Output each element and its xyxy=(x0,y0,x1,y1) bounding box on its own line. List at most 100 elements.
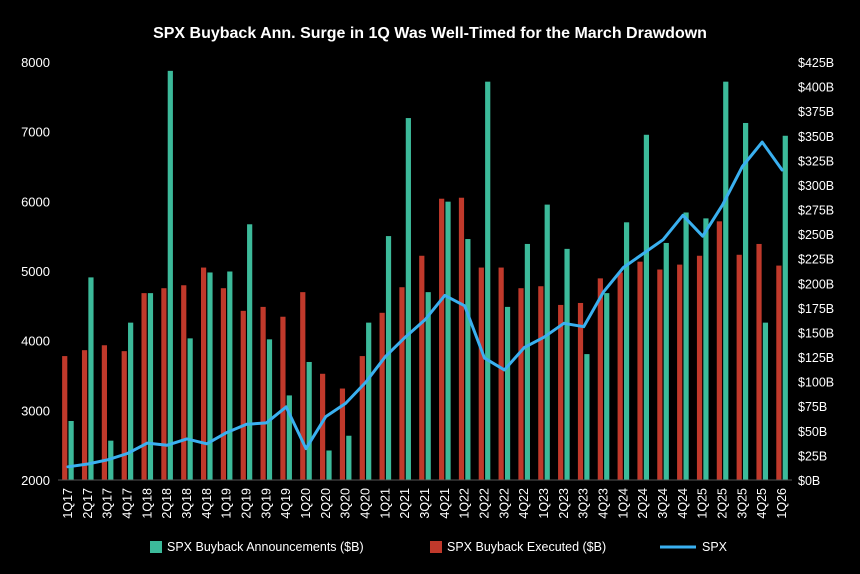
y-right-tick-label: $275B xyxy=(798,204,834,218)
y-right-tick-label: $25B xyxy=(798,449,827,463)
x-tick-label: 4Q23 xyxy=(597,488,611,519)
bar-executed xyxy=(62,356,67,480)
bar-announcements xyxy=(307,362,312,480)
y-right-tick-label: $250B xyxy=(798,228,834,242)
x-tick-label: 4Q19 xyxy=(279,488,293,519)
bar-executed xyxy=(578,303,583,480)
bar-announcements xyxy=(247,224,252,480)
y-left-tick-label: 7000 xyxy=(21,125,50,140)
bar-executed xyxy=(618,272,623,480)
x-tick-label: 2Q17 xyxy=(81,488,95,519)
legend-label-announcements: SPX Buyback Announcements ($B) xyxy=(167,540,364,554)
legend-swatch-executed xyxy=(430,541,442,553)
bar-executed xyxy=(697,256,702,480)
y-left-tick-label: 3000 xyxy=(21,403,50,418)
y-right-tick-label: $350B xyxy=(798,130,834,144)
bar-executed xyxy=(300,292,305,480)
bar-executed xyxy=(241,311,246,480)
bar-executed xyxy=(260,307,265,480)
x-tick-label: 1Q26 xyxy=(775,488,789,519)
bar-announcements xyxy=(326,450,331,480)
bar-executed xyxy=(161,288,166,480)
y-right-tick-label: $375B xyxy=(798,105,834,119)
y-right-tick-label: $400B xyxy=(798,81,834,95)
legend-swatch-announcements xyxy=(150,541,162,553)
x-tick-label: 1Q19 xyxy=(220,488,234,519)
bar-announcements xyxy=(525,244,530,480)
y-right-tick-label: $100B xyxy=(798,376,834,390)
bar-announcements xyxy=(465,239,470,480)
bar-announcements xyxy=(723,82,728,480)
x-tick-label: 3Q22 xyxy=(497,488,511,519)
bar-announcements xyxy=(207,272,212,480)
bar-executed xyxy=(399,287,404,480)
bar-announcements xyxy=(148,293,153,480)
bar-executed xyxy=(558,305,563,480)
x-tick-label: 1Q25 xyxy=(696,488,710,519)
bar-executed xyxy=(201,268,206,480)
bar-executed xyxy=(499,268,504,480)
bar-announcements xyxy=(485,82,490,480)
bar-executed xyxy=(82,350,87,480)
bar-executed xyxy=(657,270,662,480)
bar-announcements xyxy=(644,135,649,480)
y-right-tick-label: $325B xyxy=(798,154,834,168)
x-tick-label: 1Q23 xyxy=(537,488,551,519)
y-right-tick-label: $75B xyxy=(798,400,827,414)
bar-announcements xyxy=(545,205,550,480)
bar-announcements xyxy=(445,202,450,480)
bar-announcements xyxy=(743,123,748,480)
chart-title: SPX Buyback Ann. Surge in 1Q Was Well-Ti… xyxy=(153,25,707,42)
bar-executed xyxy=(181,285,186,480)
bar-executed xyxy=(280,317,285,480)
x-tick-label: 4Q24 xyxy=(676,488,690,519)
x-tick-label: 2Q21 xyxy=(398,488,412,519)
bar-executed xyxy=(737,255,742,480)
bar-executed xyxy=(479,268,484,480)
legend-label-executed: SPX Buyback Executed ($B) xyxy=(447,540,606,554)
bar-announcements xyxy=(604,293,609,480)
bar-announcements xyxy=(664,243,669,480)
x-tick-label: 3Q20 xyxy=(339,488,353,519)
bar-executed xyxy=(538,286,543,480)
x-tick-label: 3Q19 xyxy=(259,488,273,519)
bar-announcements xyxy=(346,436,351,480)
bar-executed xyxy=(360,356,365,480)
y-right-tick-label: $300B xyxy=(798,179,834,193)
bar-executed xyxy=(141,293,146,480)
bar-announcements xyxy=(188,338,193,480)
y-right-tick-label: $200B xyxy=(798,277,834,291)
x-tick-label: 2Q22 xyxy=(478,488,492,519)
bar-announcements xyxy=(505,307,510,480)
x-tick-label: 4Q22 xyxy=(517,488,531,519)
x-tick-label: 1Q21 xyxy=(378,488,392,519)
x-tick-label: 2Q20 xyxy=(319,488,333,519)
bar-announcements xyxy=(406,118,411,480)
bar-executed xyxy=(518,288,523,480)
x-tick-label: 3Q18 xyxy=(180,488,194,519)
bar-announcements xyxy=(624,222,629,480)
x-tick-label: 1Q20 xyxy=(299,488,313,519)
x-tick-label: 4Q20 xyxy=(358,488,372,519)
bar-executed xyxy=(340,389,345,480)
bar-executed xyxy=(122,351,127,480)
bar-announcements xyxy=(168,71,173,480)
y-right-tick-label: $0B xyxy=(798,474,820,488)
bar-announcements xyxy=(366,323,371,480)
bar-announcements xyxy=(783,136,788,480)
y-right-tick-label: $50B xyxy=(798,425,827,439)
x-tick-label: 3Q25 xyxy=(735,488,749,519)
x-tick-label: 2Q23 xyxy=(557,488,571,519)
bar-announcements xyxy=(564,249,569,480)
y-left-tick-label: 5000 xyxy=(21,264,50,279)
bar-announcements xyxy=(584,354,589,480)
bar-announcements xyxy=(703,218,708,480)
bar-announcements xyxy=(88,277,93,480)
y-left-tick-label: 2000 xyxy=(21,473,50,488)
y-right-tick-label: $225B xyxy=(798,253,834,267)
bar-executed xyxy=(419,256,424,480)
bar-executed xyxy=(380,313,385,480)
x-tick-label: 2Q18 xyxy=(160,488,174,519)
y-left-tick-label: 8000 xyxy=(21,55,50,70)
